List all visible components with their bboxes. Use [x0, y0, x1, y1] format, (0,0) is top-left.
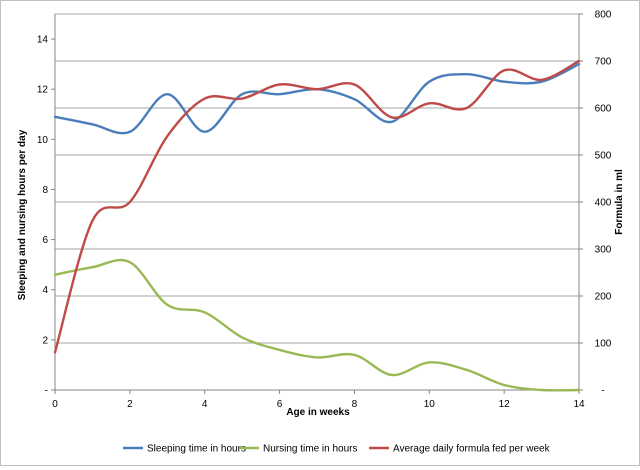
y-right-tick-label: 700 — [595, 57, 612, 68]
x-tick-label: 4 — [202, 399, 208, 410]
y-left-tick-label: 12 — [37, 85, 49, 96]
legend-label: Nursing time in hours — [263, 444, 357, 455]
legend-label: Sleeping time in hours — [147, 444, 246, 455]
y-right-axis-title: Formula in ml — [614, 169, 625, 235]
x-tick-label: 0 — [52, 399, 58, 410]
y-left-tick-label: - — [45, 386, 48, 397]
x-tick-label: 8 — [352, 399, 358, 410]
x-tick-label: 14 — [573, 399, 585, 410]
nursing-time-line — [53, 258, 581, 392]
y-right-tick-label: 300 — [595, 245, 612, 256]
formula-line — [53, 59, 581, 354]
y-right-tick-labels: - 100 200 300 400 500 600 700 800 — [579, 10, 612, 397]
x-tick-label: 12 — [499, 399, 511, 410]
y-left-tick-labels: - 2 4 6 8 10 12 14 — [37, 35, 55, 397]
y-left-tick-label: 10 — [37, 135, 49, 146]
y-right-tick-label: 400 — [595, 198, 612, 209]
y-left-tick-label: 6 — [42, 235, 48, 246]
legend-label: Average daily formula fed per week — [393, 444, 551, 455]
x-tick-labels: 0 2 4 6 8 10 12 14 — [52, 390, 585, 410]
y-right-tick-label: 200 — [595, 292, 612, 303]
y-right-tick-label: - — [601, 386, 604, 397]
y-left-tick-label: 14 — [37, 35, 49, 46]
y-left-axis-title: Sleeping and nursing hours per day — [17, 129, 28, 300]
gridlines — [54, 13, 580, 391]
legend: Sleeping time in hours Nursing time in ho… — [123, 444, 551, 455]
sleeping-time-line — [53, 62, 581, 135]
y-left-tick-label: 2 — [42, 335, 48, 346]
y-right-tick-label: 600 — [595, 104, 612, 115]
x-tick-label: 10 — [424, 399, 436, 410]
x-tick-label: 6 — [277, 399, 283, 410]
y-left-tick-label: 4 — [42, 285, 48, 296]
y-right-tick-label: 800 — [595, 10, 612, 21]
y-right-tick-label: 100 — [595, 339, 612, 350]
x-tick-label: 2 — [127, 399, 133, 410]
y-left-tick-label: 8 — [42, 185, 48, 196]
x-axis-title: Age in weeks — [286, 407, 350, 418]
series-lines — [53, 59, 581, 392]
y-right-tick-label: 500 — [595, 151, 612, 162]
